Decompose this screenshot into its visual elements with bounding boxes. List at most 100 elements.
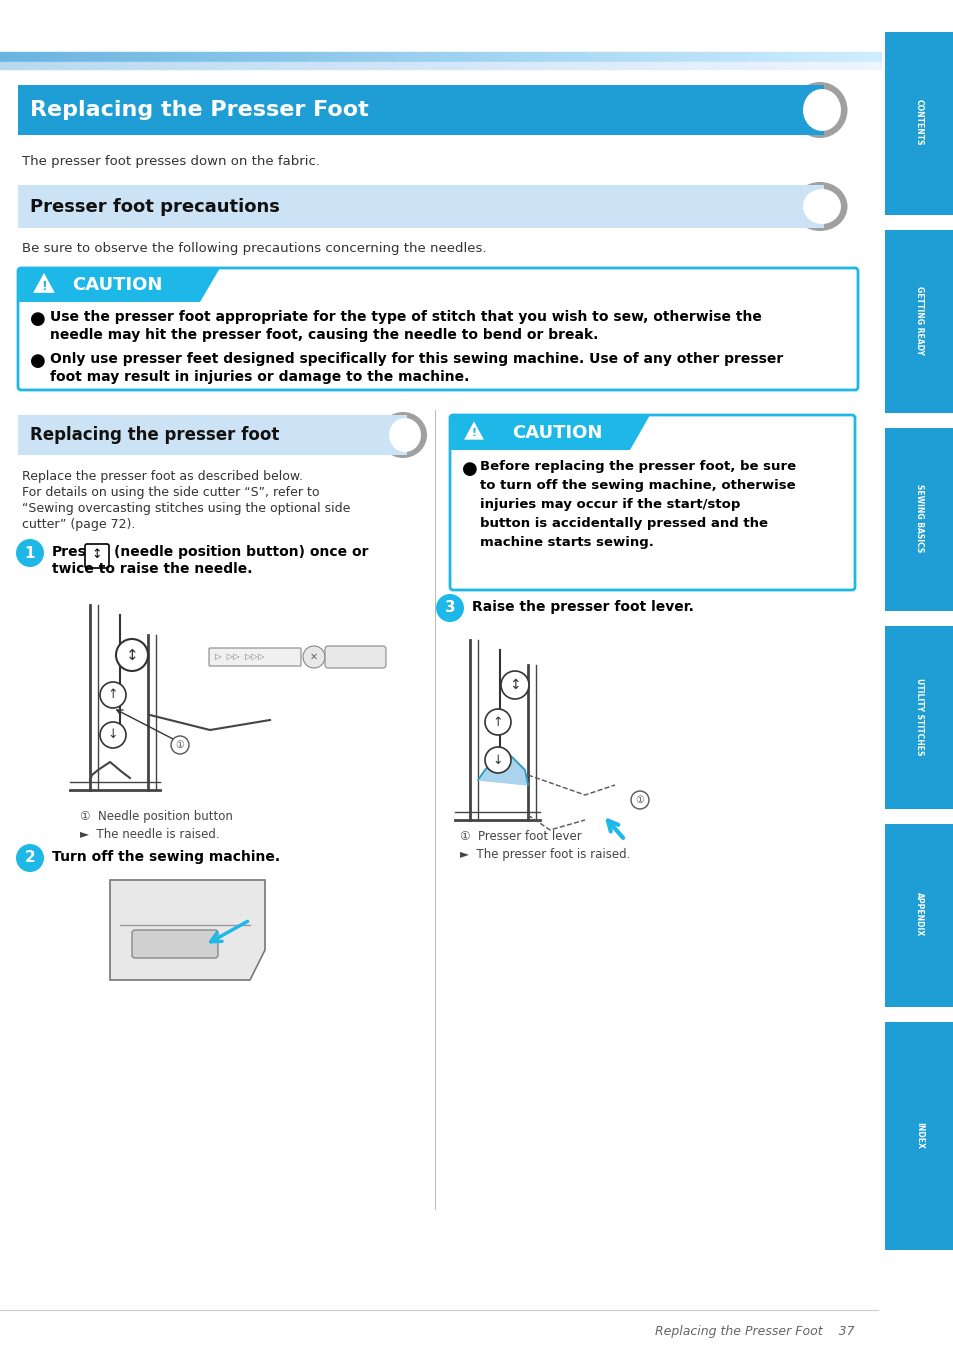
Bar bbox=[483, 62, 499, 69]
Text: ↕: ↕ bbox=[509, 678, 520, 692]
Circle shape bbox=[116, 639, 148, 671]
Bar bbox=[791, 62, 807, 69]
Bar bbox=[366, 62, 382, 69]
Text: The presser foot presses down on the fabric.: The presser foot presses down on the fab… bbox=[22, 155, 319, 168]
FancyBboxPatch shape bbox=[884, 32, 953, 214]
Bar bbox=[410, 62, 426, 69]
Text: UTILITY STITCHES: UTILITY STITCHES bbox=[914, 678, 923, 755]
Bar bbox=[586, 53, 601, 62]
Text: Only use presser feet designed specifically for this sewing machine. Use of any : Only use presser feet designed specifica… bbox=[50, 352, 782, 367]
Bar bbox=[835, 53, 851, 62]
Bar bbox=[293, 53, 309, 62]
Bar bbox=[761, 53, 778, 62]
Text: ↑: ↑ bbox=[108, 689, 118, 701]
Bar bbox=[630, 53, 645, 62]
Bar bbox=[527, 62, 543, 69]
Text: GETTING READY: GETTING READY bbox=[914, 286, 923, 355]
Bar bbox=[322, 53, 338, 62]
Text: 2: 2 bbox=[25, 851, 35, 865]
Bar bbox=[761, 62, 778, 69]
Bar bbox=[659, 62, 675, 69]
Text: ↓: ↓ bbox=[493, 754, 503, 767]
Bar bbox=[322, 62, 338, 69]
Text: twice to raise the needle.: twice to raise the needle. bbox=[52, 562, 253, 576]
Polygon shape bbox=[33, 274, 54, 293]
Text: ►  The needle is raised.: ► The needle is raised. bbox=[80, 828, 219, 841]
Text: to turn off the sewing machine, otherwise: to turn off the sewing machine, otherwis… bbox=[479, 479, 795, 492]
Text: foot may result in injuries or damage to the machine.: foot may result in injuries or damage to… bbox=[50, 369, 469, 384]
Text: ①  Presser foot lever: ① Presser foot lever bbox=[459, 830, 581, 842]
Bar bbox=[234, 53, 250, 62]
Polygon shape bbox=[18, 268, 220, 302]
Bar bbox=[132, 53, 148, 62]
Text: ①: ① bbox=[175, 740, 184, 749]
Bar bbox=[293, 62, 309, 69]
Ellipse shape bbox=[792, 82, 846, 137]
Bar bbox=[674, 62, 690, 69]
Bar bbox=[733, 62, 748, 69]
Bar bbox=[191, 62, 206, 69]
Bar bbox=[352, 53, 367, 62]
Bar bbox=[644, 62, 660, 69]
Bar bbox=[220, 62, 235, 69]
Bar bbox=[14, 53, 30, 62]
Polygon shape bbox=[463, 422, 483, 439]
Bar bbox=[600, 62, 617, 69]
Bar bbox=[483, 53, 499, 62]
Circle shape bbox=[100, 723, 126, 748]
Bar bbox=[410, 53, 426, 62]
Bar bbox=[395, 62, 412, 69]
Text: ●: ● bbox=[461, 460, 477, 479]
Text: ↕: ↕ bbox=[91, 549, 102, 562]
FancyBboxPatch shape bbox=[132, 930, 218, 958]
Bar bbox=[747, 62, 762, 69]
Bar bbox=[44, 53, 60, 62]
Bar bbox=[264, 62, 279, 69]
Text: Replacing the Presser Foot    37: Replacing the Presser Foot 37 bbox=[655, 1325, 854, 1339]
FancyBboxPatch shape bbox=[18, 85, 817, 135]
Text: !: ! bbox=[41, 279, 47, 293]
Circle shape bbox=[100, 682, 126, 708]
Bar bbox=[0, 62, 15, 69]
Bar bbox=[425, 53, 440, 62]
Circle shape bbox=[500, 671, 529, 700]
Text: button is accidentally pressed and the: button is accidentally pressed and the bbox=[479, 518, 767, 530]
Text: 1: 1 bbox=[25, 546, 35, 561]
Bar bbox=[18, 185, 823, 228]
Bar bbox=[747, 53, 762, 62]
Bar bbox=[249, 53, 265, 62]
Bar bbox=[469, 62, 484, 69]
Bar bbox=[220, 53, 235, 62]
Circle shape bbox=[484, 747, 511, 772]
Bar bbox=[44, 62, 60, 69]
Circle shape bbox=[171, 736, 189, 754]
Text: ↑: ↑ bbox=[493, 716, 503, 728]
Polygon shape bbox=[110, 880, 265, 980]
Bar bbox=[58, 62, 74, 69]
Bar bbox=[117, 53, 132, 62]
Bar bbox=[791, 53, 807, 62]
Bar bbox=[175, 62, 192, 69]
Text: Replacing the presser foot: Replacing the presser foot bbox=[30, 426, 279, 443]
Bar bbox=[821, 62, 836, 69]
Bar bbox=[513, 62, 529, 69]
Circle shape bbox=[303, 646, 325, 669]
Bar bbox=[689, 62, 704, 69]
Circle shape bbox=[16, 539, 44, 568]
Bar bbox=[205, 62, 221, 69]
Bar bbox=[132, 62, 148, 69]
Bar bbox=[278, 62, 294, 69]
Bar bbox=[498, 53, 514, 62]
Bar bbox=[850, 62, 865, 69]
Polygon shape bbox=[450, 415, 649, 450]
Bar bbox=[30, 62, 45, 69]
Bar bbox=[850, 53, 865, 62]
FancyBboxPatch shape bbox=[884, 429, 953, 611]
Circle shape bbox=[630, 791, 648, 809]
Text: For details on using the side cutter “S”, refer to: For details on using the side cutter “S”… bbox=[22, 487, 319, 499]
Bar bbox=[58, 53, 74, 62]
Text: ►  The presser foot is raised.: ► The presser foot is raised. bbox=[459, 848, 630, 861]
FancyBboxPatch shape bbox=[325, 646, 386, 669]
Text: !: ! bbox=[471, 429, 476, 438]
Text: Raise the presser foot lever.: Raise the presser foot lever. bbox=[472, 600, 693, 613]
